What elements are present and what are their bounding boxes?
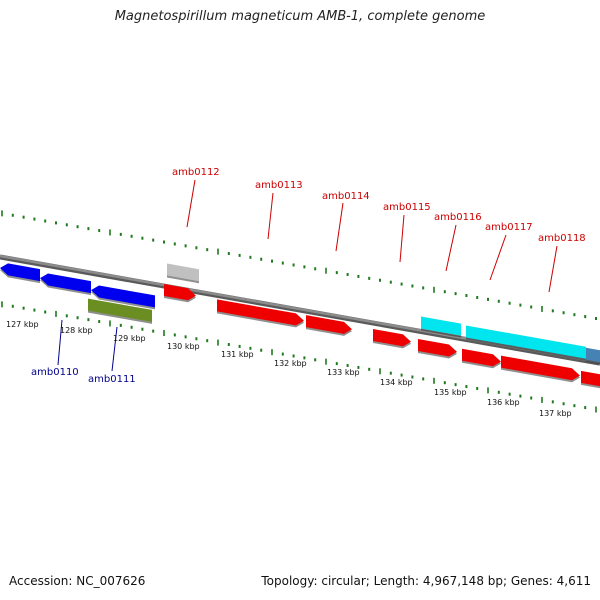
upper-tick-ring	[1, 210, 597, 320]
feature-misc[interactable]	[167, 263, 199, 284]
feature-arrow[interactable]	[373, 329, 411, 347]
feature-gene-forward[interactable]	[418, 338, 457, 359]
feature-gene-reverse[interactable]	[40, 273, 91, 296]
gene-label-amb0112[interactable]: amb0112	[172, 167, 220, 178]
kbp-label: 137 kbp	[539, 409, 572, 418]
feature-arrow[interactable]	[0, 263, 40, 282]
leader-line	[186, 179, 196, 228]
leader-line	[489, 234, 507, 281]
leader-line	[445, 224, 457, 272]
gene-label-amb0114[interactable]: amb0114	[322, 191, 370, 202]
leader-line	[548, 245, 558, 293]
leader-line	[335, 202, 344, 252]
feature-cds[interactable]	[421, 316, 461, 338]
kbp-label: 132 kbp	[274, 359, 307, 368]
gene-label-amb0117[interactable]: amb0117	[485, 222, 533, 233]
feature-gene-forward[interactable]	[581, 370, 600, 389]
feature-track	[0, 263, 600, 389]
feature-gene-reverse[interactable]	[91, 285, 155, 310]
accession-text: Accession: NC_007626	[9, 574, 146, 588]
feature-gene-forward[interactable]	[306, 315, 352, 336]
feature-arrow[interactable]	[581, 370, 600, 387]
feature-arrow[interactable]	[466, 325, 586, 359]
feature-arrow[interactable]	[418, 338, 457, 357]
gene-label-amb0110[interactable]: amb0110	[31, 367, 79, 378]
feature-cds[interactable]	[586, 347, 600, 365]
feature-gene-forward[interactable]	[373, 329, 411, 349]
kbp-label: 128 kbp	[60, 326, 93, 335]
kbp-label: 131 kbp	[221, 350, 254, 359]
gene-labels: amb0110 amb0111 amb0112 amb0113 amb0114 amb01…	[31, 167, 586, 385]
kbp-label: 134 kbp	[380, 378, 413, 387]
map-title: Magnetospirillum magneticum AMB-1, compl…	[114, 9, 486, 24]
feature-arrow[interactable]	[217, 299, 304, 326]
feature-gene-forward[interactable]	[217, 299, 304, 328]
feature-gene-reverse[interactable]	[0, 263, 40, 284]
feature-cds[interactable]	[466, 325, 586, 361]
feature-arrow[interactable]	[462, 348, 501, 367]
feature-arrow[interactable]	[91, 285, 155, 308]
kbp-label: 130 kbp	[167, 342, 200, 351]
feature-gene-forward[interactable]	[164, 284, 196, 303]
gene-label-amb0118[interactable]: amb0118	[538, 233, 586, 244]
gene-label-amb0113[interactable]: amb0113	[255, 180, 303, 191]
feature-arrow[interactable]	[88, 298, 152, 322]
feature-arrow[interactable]	[306, 315, 352, 334]
genome-stats-text: Topology: circular; Length: 4,967,148 bp…	[261, 574, 591, 588]
feature-arrow[interactable]	[40, 273, 91, 294]
leader-line	[399, 214, 405, 263]
feature-arrow[interactable]	[164, 284, 196, 301]
gene-label-amb0111[interactable]: amb0111	[88, 374, 136, 385]
kbp-label: 136 kbp	[487, 398, 520, 407]
leader-line	[267, 192, 274, 240]
leader-line	[57, 319, 63, 366]
feature-arrow[interactable]	[586, 347, 600, 363]
feature-gene-forward[interactable]	[501, 355, 580, 383]
kbp-label: 127 kbp	[6, 320, 39, 329]
kbp-label: 135 kbp	[434, 388, 467, 397]
kbp-tick-labels: 127 kbp 128 kbp 129 kbp 130 kbp 131 kbp 132 k…	[6, 320, 572, 418]
gene-label-amb0115[interactable]: amb0115	[383, 202, 431, 213]
feature-arrow[interactable]	[421, 316, 461, 336]
feature-arrow[interactable]	[167, 263, 199, 282]
label-leader-lines	[57, 179, 558, 372]
feature-arrow[interactable]	[501, 355, 580, 381]
gene-label-amb0116[interactable]: amb0116	[434, 212, 482, 223]
feature-gene-forward[interactable]	[462, 348, 501, 369]
lower-tick-ring	[1, 301, 597, 413]
kbp-label: 133 kbp	[327, 368, 360, 377]
feature-rna[interactable]	[88, 298, 152, 324]
kbp-label: 129 kbp	[113, 334, 146, 343]
leader-line	[111, 326, 118, 372]
